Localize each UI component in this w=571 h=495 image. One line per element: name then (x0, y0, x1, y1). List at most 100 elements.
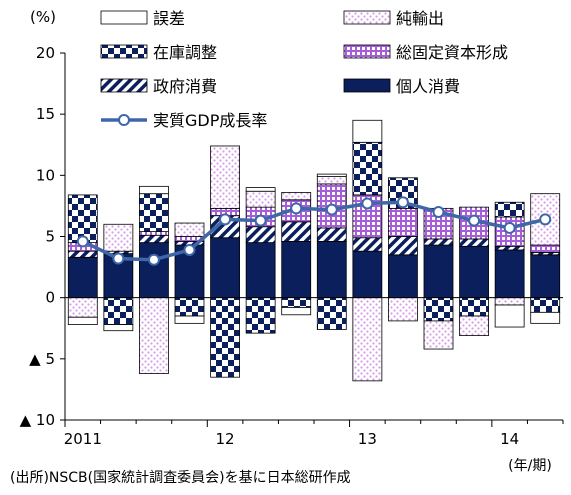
bar-consumption-2013Q1 (352, 250, 383, 299)
bar-inventory-2013Q3 (423, 297, 454, 322)
gdp-point-2012Q4 (325, 203, 338, 216)
gdp-point-2013Q4 (468, 214, 481, 227)
axes-group (60, 52, 564, 427)
x-tick-label: 14 (500, 430, 519, 448)
bar-fixed_capital-2012Q4 (316, 183, 347, 229)
gdp-point-2013Q2 (396, 196, 409, 209)
y-tick-label: 10 (36, 166, 55, 184)
bar-consumption-2013Q3 (423, 244, 454, 299)
gdp-point-2013Q1 (361, 197, 374, 210)
bar-consumption-2011Q1 (67, 256, 98, 299)
bar-government-2012Q3 (281, 221, 312, 242)
bar-inventory-2012Q2 (245, 297, 276, 334)
bar-government-2013Q3 (423, 238, 454, 246)
bar-inventory-2012Q4 (316, 297, 347, 330)
legend-label: 総固定資本形成 (396, 43, 508, 62)
bar-inventory-2011Q3 (139, 193, 169, 232)
bar-consumption-2012Q3 (281, 240, 312, 299)
bar-net_exports-2013Q1 (352, 297, 383, 382)
gdp-point-2012Q2 (254, 214, 267, 227)
bar-government-2013Q2 (388, 236, 418, 256)
bar-government-2011Q3 (139, 234, 169, 244)
bar-net_exports-2014Q1 (494, 297, 525, 306)
bar-consumption-2012Q1 (210, 237, 240, 299)
x-tick-label: 13 (358, 430, 377, 448)
gdp-point-2014Q1 (503, 221, 516, 234)
bar-error-2011Q2 (103, 324, 134, 332)
bar-government-2011Q1 (67, 250, 98, 258)
bar-consumption-2012Q2 (245, 242, 276, 299)
bar-net_exports-2013Q3 (423, 320, 454, 350)
bar-net_exports-2012Q1 (210, 145, 240, 209)
legend-swatch-government (100, 78, 148, 93)
bar-consumption-2011Q3 (139, 242, 169, 299)
legend-swatch-inventory (100, 44, 148, 59)
gdp-point-2011Q4 (183, 243, 196, 256)
gdp-growth-line (82, 200, 546, 262)
legend-swatch-gdp-marker (118, 114, 130, 126)
bar-fixed_capital-2013Q2 (388, 207, 418, 237)
bar-error-2012Q3 (281, 307, 312, 316)
bar-inventory-2011Q4 (174, 297, 205, 317)
legend-swatch-error (100, 10, 148, 25)
y-tick-label: ▲ 5 (29, 350, 55, 368)
bar-error-2012Q4 (316, 173, 347, 177)
bar-consumption-2014Q1 (494, 249, 525, 299)
bar-net_exports-2012Q3 (281, 192, 312, 201)
bar-inventory-2011Q1 (67, 194, 98, 244)
y-tick-label: ▲ 10 (20, 411, 55, 429)
bar-consumption-2012Q4 (316, 240, 347, 299)
bar-error-2012Q2 (245, 187, 276, 192)
bar-consumption-2014Q2 (530, 254, 561, 299)
y-tick-label: 5 (45, 228, 55, 246)
bar-inventory-2013Q4 (459, 297, 489, 317)
bar-error-2014Q2 (530, 311, 561, 324)
bar-government-2013Q1 (352, 237, 383, 252)
x-tick-label: 2011 (64, 430, 102, 448)
bar-government-2014Q1 (494, 245, 525, 251)
bar-inventory-2014Q1 (494, 201, 525, 218)
source-note: (出所)NSCB(国家統計調査委員会)を基に日本総研作成 (10, 469, 351, 486)
bar-inventory-2011Q2 (103, 297, 134, 325)
bar-net_exports-2013Q4 (459, 315, 489, 336)
bar-inventory-2012Q1 (210, 297, 240, 378)
text-group: 20 15 10 5 0 ▲ 5 ▲ 10 2011 12 13 14 (%) (年/期) (出所)NSC… (10, 8, 552, 486)
gdp-point-2012Q1 (219, 213, 232, 226)
gdp-line-group (76, 196, 552, 266)
y-tick-label: 20 (36, 44, 55, 62)
bar-government-2012Q2 (245, 226, 276, 244)
bar-net_exports-2012Q4 (316, 176, 347, 185)
x-unit-label: (年/期) (508, 458, 552, 474)
bar-government-2012Q4 (316, 227, 347, 242)
legend-label: 実質GDP成長率 (153, 111, 267, 130)
bar-error-2011Q4 (174, 315, 205, 324)
bar-error-2011Q1 (67, 316, 98, 325)
bar-inventory-2013Q1 (352, 141, 383, 196)
legend-label: 政府消費 (153, 77, 217, 96)
bar-inventory-2012Q3 (281, 297, 312, 308)
bar-net_exports-2011Q4 (174, 222, 205, 237)
legend-label: 誤差 (153, 9, 185, 28)
bar-consumption-2013Q4 (459, 245, 489, 299)
gdp-point-2014Q2 (539, 213, 552, 226)
legend-swatch-fixed_capital (343, 44, 391, 59)
bars-group (67, 119, 561, 382)
legend-swatch-consumption (343, 78, 391, 93)
y-tick-label: 0 (45, 289, 55, 307)
bar-net_exports-2011Q3 (139, 297, 169, 374)
gdp-point-2013Q3 (432, 206, 445, 219)
gdp-point-2011Q1 (76, 235, 89, 248)
bar-fixed_capital-2011Q3 (139, 231, 169, 236)
y-tick-label: 15 (36, 105, 55, 123)
legend-label: 個人消費 (396, 77, 460, 96)
x-tick-label: 12 (216, 430, 235, 448)
y-unit-label: (%) (30, 8, 56, 26)
bar-fixed_capital-2014Q2 (530, 244, 561, 253)
bar-net_exports-2013Q2 (388, 297, 418, 322)
bar-consumption-2013Q2 (388, 254, 418, 299)
bar-net_exports-2011Q1 (67, 297, 98, 318)
legend-label: 在庫調整 (153, 43, 217, 62)
